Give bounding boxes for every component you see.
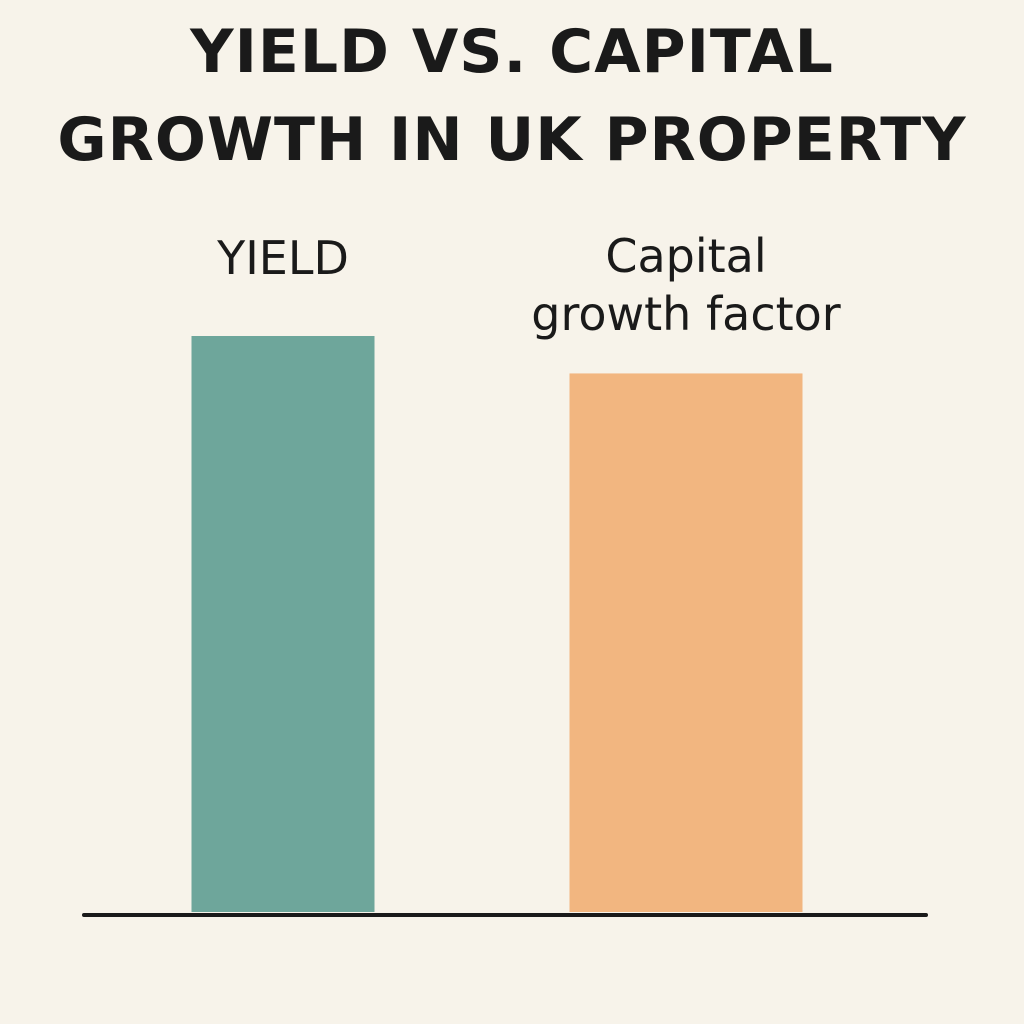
category-label-1-line-1: growth factor xyxy=(531,287,841,341)
bar-0 xyxy=(191,336,375,912)
chart-title-line-2: GROWTH IN UK PROPERTY xyxy=(57,105,967,175)
chart-title-line-1: YIELD VS. CAPITAL xyxy=(190,17,834,87)
category-label-0-line-0: YIELD xyxy=(216,231,349,285)
chart-title: YIELD VS. CAPITAL GROWTH IN UK PROPERTY xyxy=(0,8,1024,184)
bar-1 xyxy=(569,373,803,912)
category-label-1-line-0: Capital xyxy=(605,229,766,283)
